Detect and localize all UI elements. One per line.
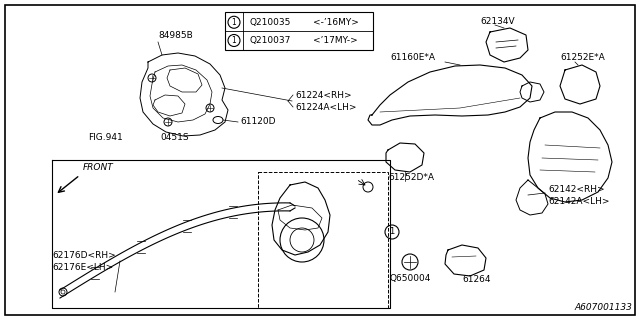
Text: 61224A<LH>: 61224A<LH>: [295, 102, 356, 111]
Text: A607001133: A607001133: [574, 303, 632, 312]
Text: 0451S: 0451S: [160, 133, 189, 142]
Text: 61252E*A: 61252E*A: [560, 53, 605, 62]
Text: 1: 1: [389, 228, 395, 236]
Bar: [258, 172, 388, 308]
Text: FRONT: FRONT: [83, 163, 114, 172]
Text: 1: 1: [232, 18, 236, 27]
Text: 62176D<RH>: 62176D<RH>: [52, 251, 116, 260]
Text: 61160E*A: 61160E*A: [390, 53, 435, 62]
Text: 62134V: 62134V: [480, 18, 515, 27]
Text: 61224<RH>: 61224<RH>: [295, 91, 351, 100]
Text: 61252D*A: 61252D*A: [388, 173, 434, 182]
Text: 62142A<LH>: 62142A<LH>: [548, 197, 609, 206]
Text: 1: 1: [232, 36, 236, 45]
Text: FIG.941: FIG.941: [88, 133, 123, 142]
Text: <’17MY->: <’17MY->: [313, 36, 358, 45]
Text: 84985B: 84985B: [158, 30, 193, 39]
Text: Q650004: Q650004: [390, 274, 431, 283]
Bar: [225, 12, 373, 50]
Text: 62176E<LH>: 62176E<LH>: [52, 262, 113, 271]
Text: 62142<RH>: 62142<RH>: [548, 186, 605, 195]
Text: Q210037: Q210037: [249, 36, 291, 45]
Text: 61264: 61264: [462, 276, 490, 284]
Text: Q210035: Q210035: [249, 18, 291, 27]
Text: 61120D: 61120D: [240, 117, 275, 126]
Text: <-’16MY>: <-’16MY>: [313, 18, 359, 27]
